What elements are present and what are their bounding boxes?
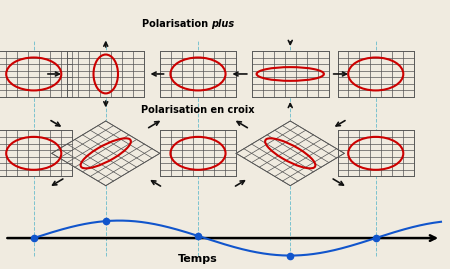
Bar: [160, 130, 236, 176]
Bar: [338, 51, 414, 97]
Bar: [68, 51, 144, 97]
Bar: [252, 51, 328, 97]
Text: Polarisation en croix: Polarisation en croix: [141, 105, 255, 115]
Bar: [338, 130, 414, 176]
Polygon shape: [52, 121, 160, 186]
Bar: [160, 51, 236, 97]
Bar: [0, 51, 72, 97]
Text: Polarisation: Polarisation: [142, 19, 211, 29]
Text: Temps: Temps: [178, 254, 218, 264]
Bar: [0, 130, 72, 176]
Polygon shape: [236, 121, 344, 186]
Text: plus: plus: [212, 19, 234, 29]
